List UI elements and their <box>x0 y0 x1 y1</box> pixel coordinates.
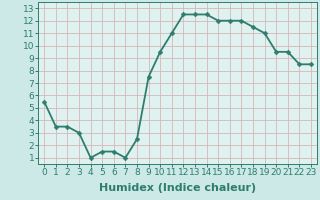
X-axis label: Humidex (Indice chaleur): Humidex (Indice chaleur) <box>99 183 256 193</box>
